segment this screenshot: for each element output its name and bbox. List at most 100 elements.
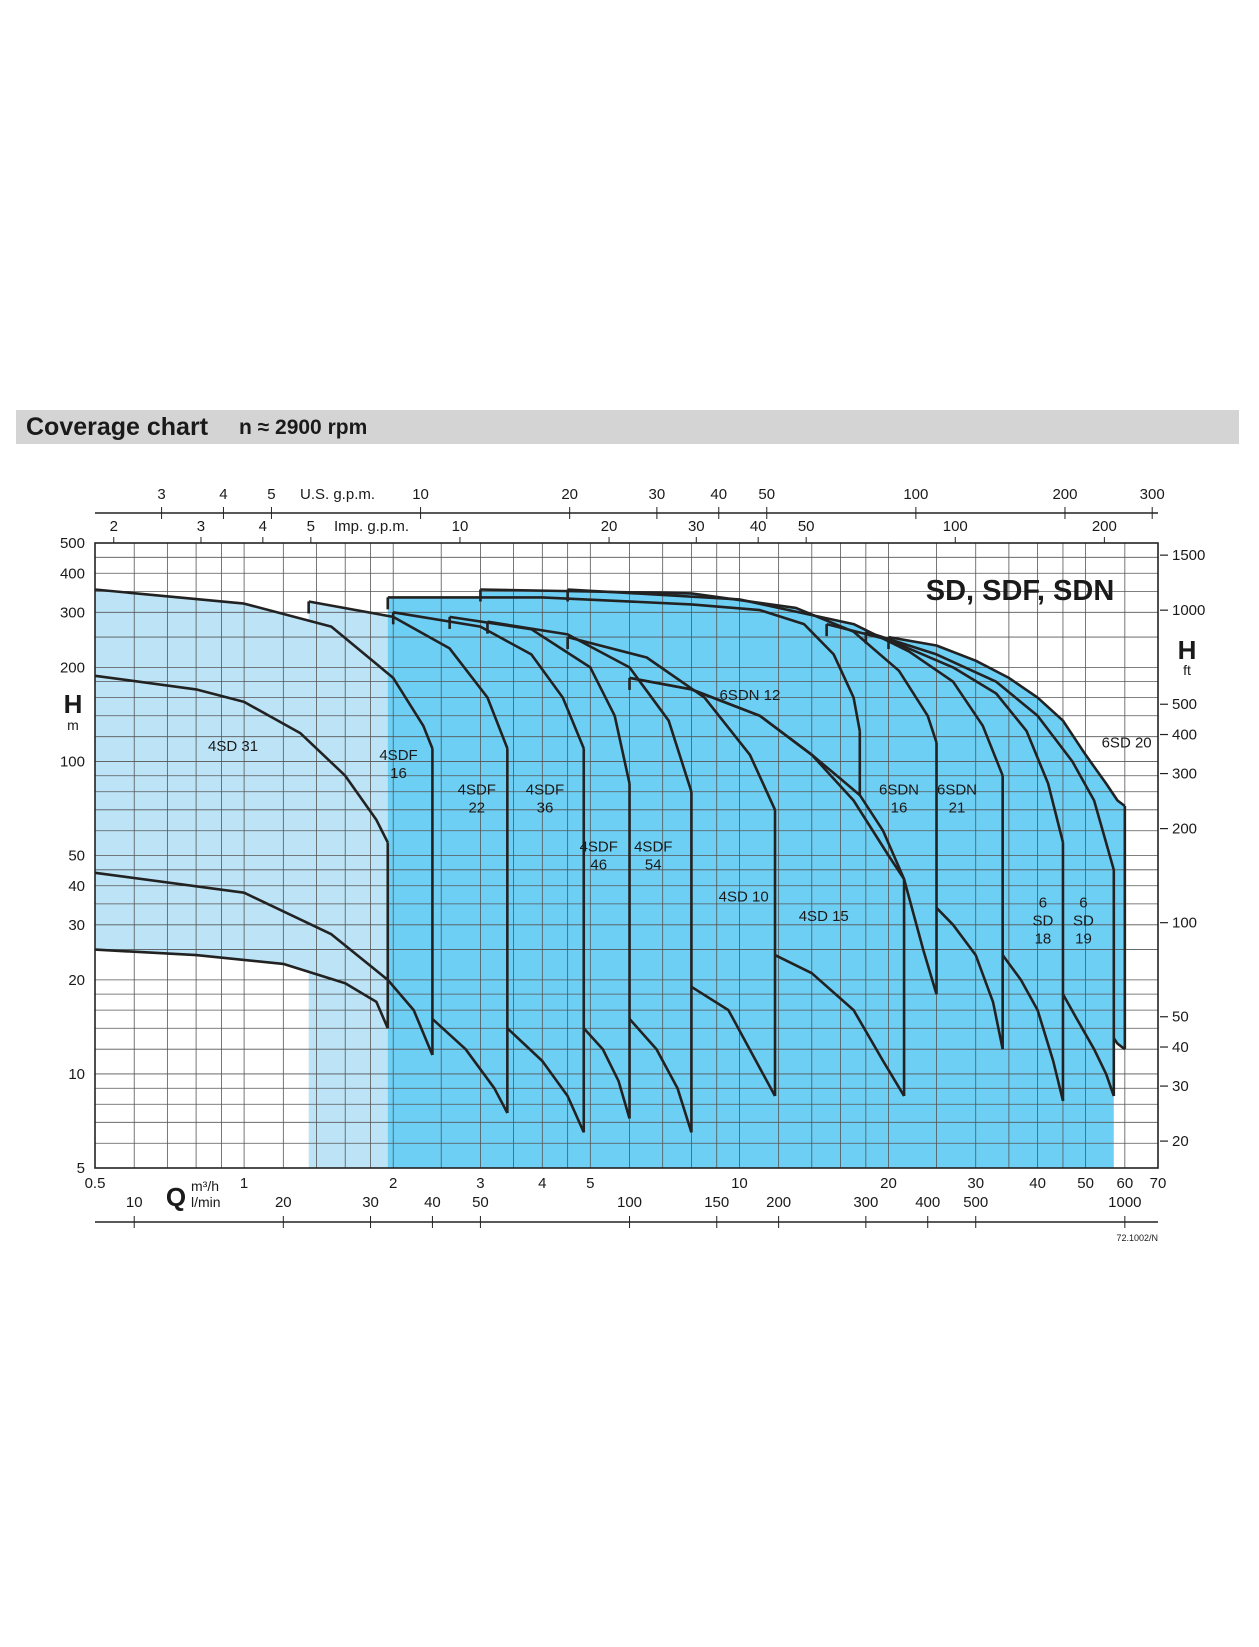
q-axis-unit-m3h: m³/h: [191, 1178, 219, 1194]
label-6sdn-16: 6SDN: [879, 782, 919, 799]
ft-tick-label: 1000: [1172, 602, 1205, 619]
y-tick-label: 100: [60, 753, 85, 770]
h-left-unit: m: [67, 717, 79, 733]
label-6-sd-19: 19: [1075, 930, 1092, 947]
label-6-sd-18: SD: [1033, 912, 1054, 929]
ft-tick-label: 500: [1172, 696, 1197, 713]
curve-bottom-6sdn-16: [858, 794, 938, 995]
label-6-sd-18: 18: [1035, 930, 1052, 947]
label-6sdn-12: 6SDN 12: [719, 687, 780, 704]
region-6sd-20: [888, 637, 1125, 1168]
x-tick-label: 70: [1150, 1175, 1167, 1192]
y-tick-label: 10: [68, 1066, 85, 1083]
label-4sdf-22: 22: [468, 800, 485, 817]
label-6sdn-21: 21: [949, 800, 966, 817]
chart-grid: [94, 542, 1159, 1169]
curve-top-4sdf-16: [94, 588, 434, 749]
chart-title: SD, SDF, SDN: [926, 575, 1115, 607]
y-tick-label: 500: [60, 535, 85, 552]
lmin-tick-label: 200: [766, 1194, 791, 1211]
lmin-tick-label: 30: [362, 1194, 379, 1211]
x-tick-label: 20: [880, 1175, 897, 1192]
y-tick-label: 20: [68, 972, 85, 989]
impgpm-tick-label: 10: [452, 518, 469, 535]
impgpm-tick-label: 50: [798, 518, 815, 535]
curve-top-4sdf-22: [308, 600, 509, 749]
region-labels: 4SD 314SDF164SDF224SDF364SDF464SDF544SD …: [208, 687, 1152, 947]
usgpm-tick-label: 3: [157, 486, 165, 503]
impgpm-tick-label: 4: [259, 518, 267, 535]
x-tick-label: 3: [476, 1175, 484, 1192]
usgpm-tick-label: 5: [267, 486, 275, 503]
y-tick-label: 300: [60, 604, 85, 621]
performance-curves: [94, 588, 1127, 1133]
y-tick-label: 400: [60, 565, 85, 582]
label-6-sd-19: 6: [1079, 894, 1087, 911]
x-tick-label: 60: [1116, 1175, 1133, 1192]
curve-bottom-4sdf-54: [628, 1018, 693, 1133]
lmin-tick-label: 1000: [1108, 1194, 1141, 1211]
usgpm-tick-label: 20: [561, 486, 578, 503]
impgpm-tick-label: 100: [943, 518, 968, 535]
lmin-tick-label: 100: [617, 1194, 642, 1211]
h-right-symbol: H: [1178, 635, 1197, 665]
label-6sdn-16: 16: [891, 800, 908, 817]
y-tick-label: 40: [68, 878, 85, 895]
label-4sdf-36: 36: [537, 800, 554, 817]
curve-bottom-4sd-10: [690, 985, 777, 1097]
label-4sd-31: 4SD 31: [208, 738, 258, 755]
impgpm-unit: Imp. g.p.m.: [334, 518, 409, 535]
x-tick-label: 5: [586, 1175, 594, 1192]
curve-bottom-4sdf-46: [582, 1027, 631, 1119]
ft-tick-label: 20: [1172, 1133, 1189, 1150]
impgpm-tick-label: 5: [307, 518, 315, 535]
ft-tick-label: 100: [1172, 915, 1197, 932]
lmin-tick-label: 300: [853, 1194, 878, 1211]
curve-bottom-6sdn-12: [629, 676, 861, 797]
curve-top-4sd-10: [567, 635, 777, 811]
usgpm-tick-label: 200: [1052, 486, 1077, 503]
usgpm-tick-label: 40: [710, 486, 727, 503]
impgpm-tick-label: 30: [688, 518, 705, 535]
label-6sd-20: 6SD 20: [1102, 734, 1152, 751]
label-4sd-15: 4SD 15: [799, 908, 849, 925]
q-axis-symbol: Q: [166, 1182, 186, 1212]
x-tick-label: 40: [1029, 1175, 1046, 1192]
curve-bottom-4sdf-16: [94, 871, 434, 1056]
document-code: 72.1002/N: [1116, 1233, 1158, 1243]
label-4sd-10: 4SD 10: [719, 888, 769, 905]
usgpm-tick-label: 10: [412, 486, 429, 503]
impgpm-tick-label: 2: [110, 518, 118, 535]
usgpm-tick-label: 50: [758, 486, 775, 503]
h-right-unit: ft: [1183, 662, 1191, 678]
title-bar: Coverage chart n ≈ 2900 rpm: [16, 410, 1239, 444]
curve-top-4sd-31: [94, 674, 389, 844]
page-subtitle: n ≈ 2900 rpm: [239, 416, 368, 439]
label-6-sd-18: 6: [1039, 894, 1047, 911]
usgpm-tick-label: 300: [1140, 486, 1165, 503]
impgpm-tick-label: 200: [1092, 518, 1117, 535]
lmin-tick-label: 150: [704, 1194, 729, 1211]
ft-tick-label: 50: [1172, 1009, 1189, 1026]
label-6-sd-19: SD: [1073, 912, 1094, 929]
page-title: Coverage chart: [26, 413, 209, 441]
usgpm-unit: U.S. g.p.m.: [300, 486, 375, 503]
x-tick-label: 4: [538, 1175, 546, 1192]
lmin-tick-label: 40: [424, 1194, 441, 1211]
impgpm-tick-label: 20: [601, 518, 618, 535]
usgpm-tick-label: 100: [903, 486, 928, 503]
ft-tick-label: 300: [1172, 766, 1197, 783]
x-tick-label: 1: [240, 1175, 248, 1192]
curve-bottom-6-sd-19: [1061, 993, 1116, 1097]
label-4sdf-36: 4SDF: [526, 782, 564, 799]
impgpm-tick-label: 40: [750, 518, 767, 535]
y-tick-label: 200: [60, 659, 85, 676]
lmin-tick-label: 400: [915, 1194, 940, 1211]
q-axis-unit-lmin: l/min: [191, 1194, 221, 1210]
x-tick-label: 30: [967, 1175, 984, 1192]
h-left-symbol: H: [64, 689, 83, 719]
ft-tick-label: 30: [1172, 1078, 1189, 1095]
x-tick-label: 50: [1077, 1175, 1094, 1192]
x-tick-label: 2: [389, 1175, 397, 1192]
